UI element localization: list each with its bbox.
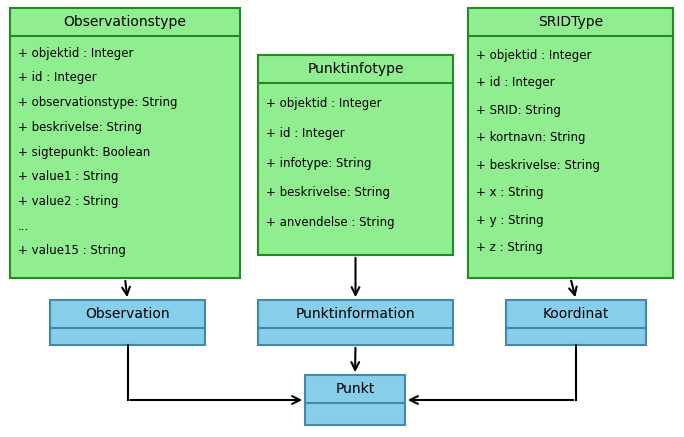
Text: + infotype: String: + infotype: String — [266, 156, 371, 170]
Text: Observation: Observation — [86, 307, 170, 321]
Text: + beskrivelse: String: + beskrivelse: String — [476, 159, 600, 172]
Text: + beskrivelse: String: + beskrivelse: String — [266, 186, 390, 199]
Text: + id : Integer: + id : Integer — [476, 76, 555, 89]
Bar — [305, 375, 405, 425]
Bar — [50, 300, 205, 345]
Text: Observationstype: Observationstype — [64, 15, 187, 29]
Text: + beskrivelse: String: + beskrivelse: String — [18, 121, 142, 134]
Text: SRIDType: SRIDType — [538, 15, 603, 29]
Text: Koordinat: Koordinat — [543, 307, 609, 321]
Text: + value15 : String: + value15 : String — [18, 244, 126, 257]
Text: + observationstype: String: + observationstype: String — [18, 96, 178, 109]
Bar — [258, 55, 453, 255]
Bar — [506, 300, 646, 345]
Text: + sigtepunkt: Boolean: + sigtepunkt: Boolean — [18, 146, 150, 159]
Text: + id : Integer: + id : Integer — [18, 72, 96, 84]
Bar — [10, 8, 240, 278]
Text: + z : String: + z : String — [476, 241, 543, 254]
Bar — [258, 300, 453, 345]
Text: Punktinfotype: Punktinfotype — [307, 62, 404, 76]
Text: + value2 : String: + value2 : String — [18, 195, 118, 208]
Text: + objektid : Integer: + objektid : Integer — [266, 97, 382, 110]
Bar — [468, 8, 673, 278]
Text: + objektid : Integer: + objektid : Integer — [18, 47, 133, 60]
Text: + objektid : Integer: + objektid : Integer — [476, 49, 592, 62]
Text: + x : String: + x : String — [476, 186, 544, 199]
Text: + kortnavn: String: + kortnavn: String — [476, 131, 586, 144]
Text: Punktinformation: Punktinformation — [295, 307, 415, 321]
Text: + y : String: + y : String — [476, 214, 544, 227]
Text: ...: ... — [18, 220, 29, 232]
Text: + id : Integer: + id : Integer — [266, 127, 345, 140]
Text: + anvendelse : String: + anvendelse : String — [266, 216, 395, 229]
Text: + SRID: String: + SRID: String — [476, 104, 561, 117]
Text: Punkt: Punkt — [335, 382, 375, 396]
Text: + value1 : String: + value1 : String — [18, 170, 118, 183]
